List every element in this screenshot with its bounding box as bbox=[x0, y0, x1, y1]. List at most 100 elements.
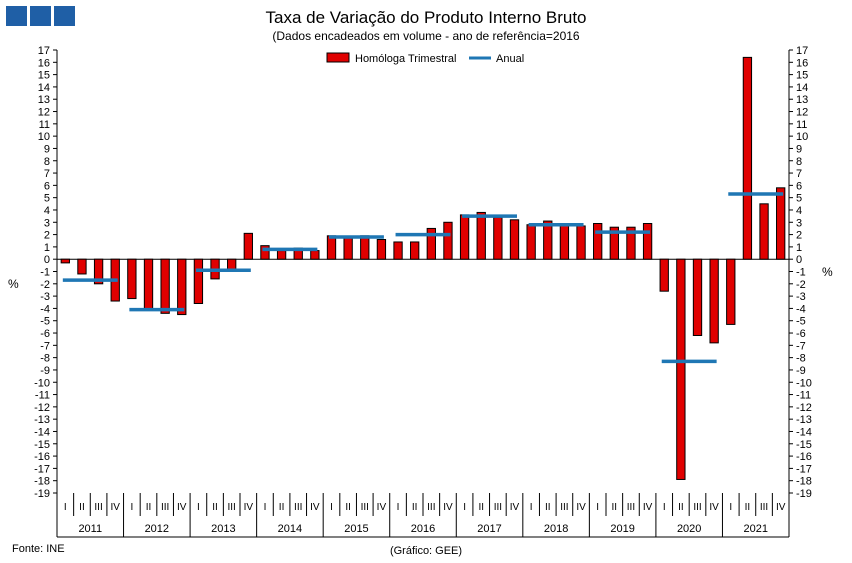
y-tick-label-left: -11 bbox=[35, 390, 50, 402]
bar-quarter bbox=[543, 220, 553, 260]
y-tick-label-right: 1 bbox=[796, 242, 802, 254]
logo-block-2 bbox=[30, 6, 51, 26]
y-tick-label-right: 17 bbox=[796, 45, 808, 57]
y-tick-label-right: -1 bbox=[796, 267, 806, 279]
x-tick-label-quarter: IV bbox=[377, 502, 387, 513]
x-tick-label-quarter: I bbox=[397, 502, 400, 513]
y-tick-label-right: 16 bbox=[796, 57, 808, 69]
x-tick-label-quarter: III bbox=[627, 502, 635, 513]
y-tick-label-left: 15 bbox=[38, 70, 50, 82]
logo-block-3 bbox=[54, 6, 75, 26]
bar-quarter bbox=[376, 239, 387, 260]
bar-quarter bbox=[143, 258, 154, 311]
x-tick-label-year: 2013 bbox=[211, 523, 235, 535]
x-tick-label-quarter: IV bbox=[576, 502, 586, 513]
y-tick-label-left: 0 bbox=[44, 254, 50, 266]
x-tick-label-quarter: I bbox=[729, 502, 732, 513]
y-tick-label-right: -18 bbox=[796, 476, 812, 488]
y-tick-label-left: 13 bbox=[38, 94, 50, 106]
x-tick-label-quarter: I bbox=[663, 502, 666, 513]
y-tick-label-right: -11 bbox=[796, 390, 811, 402]
bar-quarter bbox=[193, 258, 204, 304]
y-tick-label-right: -17 bbox=[796, 463, 812, 475]
bar-quarter bbox=[626, 226, 636, 260]
x-tick-label-quarter: I bbox=[64, 502, 67, 513]
y-tick-label-left: -9 bbox=[40, 365, 50, 377]
bar-quarter bbox=[776, 187, 786, 260]
y-tick-label-left: -17 bbox=[34, 463, 50, 475]
y-tick-label-left: 7 bbox=[44, 168, 50, 180]
bar-quarter bbox=[459, 214, 470, 260]
bar-quarter bbox=[676, 258, 686, 480]
x-tick-label-quarter: II bbox=[612, 502, 618, 513]
y-tick-label-right: 9 bbox=[796, 143, 802, 155]
bar-quarter bbox=[260, 245, 270, 260]
y-tick-label-left: -13 bbox=[34, 414, 50, 426]
bar-quarter bbox=[343, 236, 353, 260]
gee-logo bbox=[6, 6, 75, 26]
x-tick-label-year: 2016 bbox=[411, 523, 435, 535]
x-tick-label-quarter: III bbox=[161, 502, 169, 513]
bar-quarter bbox=[60, 258, 70, 264]
y-tick-label-left: 12 bbox=[38, 107, 50, 119]
y-tick-label-right: -3 bbox=[796, 291, 806, 303]
x-tick-label-year: 2015 bbox=[344, 523, 368, 535]
x-tick-label-quarter: II bbox=[478, 502, 484, 513]
y-tick-label-right: 7 bbox=[796, 168, 802, 180]
x-tick-label-quarter: I bbox=[530, 502, 533, 513]
y-tick-label-right: 5 bbox=[796, 193, 802, 205]
bar-quarter bbox=[227, 258, 237, 270]
credit-note: (Gráfico: GEE) bbox=[389, 545, 463, 557]
bar-quarter bbox=[410, 241, 420, 260]
y-tick-label-left: -19 bbox=[34, 488, 50, 500]
y-tick-label-right: -19 bbox=[796, 488, 812, 500]
chart-title: Taxa de Variação do Produto Interno Brut… bbox=[265, 8, 587, 27]
x-tick-label-year: 2012 bbox=[145, 523, 169, 535]
y-tick-label-left: -15 bbox=[34, 439, 50, 451]
x-tick-label-quarter: II bbox=[146, 502, 152, 513]
x-tick-label-quarter: III bbox=[760, 502, 768, 513]
bar-quarter bbox=[593, 223, 603, 260]
y-tick-label-right: 15 bbox=[796, 70, 808, 82]
y-tick-label-left: 4 bbox=[44, 205, 50, 217]
y-tick-label-left: -14 bbox=[34, 426, 50, 438]
x-tick-label-year: 2011 bbox=[78, 523, 102, 535]
y-tick-label-left: -7 bbox=[40, 340, 50, 352]
y-tick-label-right: 13 bbox=[796, 94, 808, 106]
x-tick-label-quarter: IV bbox=[443, 502, 453, 513]
x-tick-label-quarter: I bbox=[330, 502, 333, 513]
x-tick-label-quarter: IV bbox=[111, 502, 121, 513]
y-tick-label-left: 2 bbox=[44, 230, 50, 242]
legend-bar-swatch bbox=[326, 52, 350, 63]
y-tick-label-right: -12 bbox=[796, 402, 812, 414]
bar-quarter bbox=[709, 258, 719, 344]
y-tick-label-right: -14 bbox=[796, 426, 812, 438]
x-tick-label-year: 2014 bbox=[278, 523, 302, 535]
y-tick-label-left: 10 bbox=[38, 131, 50, 143]
y-tick-label-right: -10 bbox=[796, 377, 812, 389]
x-tick-label-quarter: I bbox=[463, 502, 466, 513]
y-tick-label-right: 8 bbox=[796, 156, 802, 168]
bar-quarter bbox=[93, 258, 104, 285]
x-tick-label-quarter: IV bbox=[177, 502, 187, 513]
x-tick-label-quarter: IV bbox=[709, 502, 719, 513]
y-tick-label-right: 4 bbox=[796, 205, 802, 217]
bar-quarter bbox=[692, 258, 703, 336]
y-tick-label-right: 11 bbox=[796, 119, 807, 131]
y-tick-label-right: 3 bbox=[796, 217, 802, 229]
y-tick-label-left: -6 bbox=[40, 328, 50, 340]
y-tick-label-left: -18 bbox=[34, 476, 50, 488]
x-tick-label-quarter: IV bbox=[244, 502, 254, 513]
x-tick-label-year: 2020 bbox=[677, 523, 701, 535]
y-tick-label-right: -2 bbox=[796, 279, 806, 291]
x-tick-label-quarter: III bbox=[94, 502, 102, 513]
y-tick-label-left: -5 bbox=[40, 316, 50, 328]
bar-quarter bbox=[476, 211, 486, 260]
x-tick-label-quarter: II bbox=[412, 502, 418, 513]
y-tick-label-right: -15 bbox=[796, 439, 812, 451]
chart-subtitle: (Dados encadeados em volume - ano de ref… bbox=[272, 29, 580, 43]
bar-quarter bbox=[160, 258, 170, 314]
y-tick-label-right: 0 bbox=[796, 254, 802, 266]
x-tick-label-quarter: IV bbox=[510, 502, 520, 513]
